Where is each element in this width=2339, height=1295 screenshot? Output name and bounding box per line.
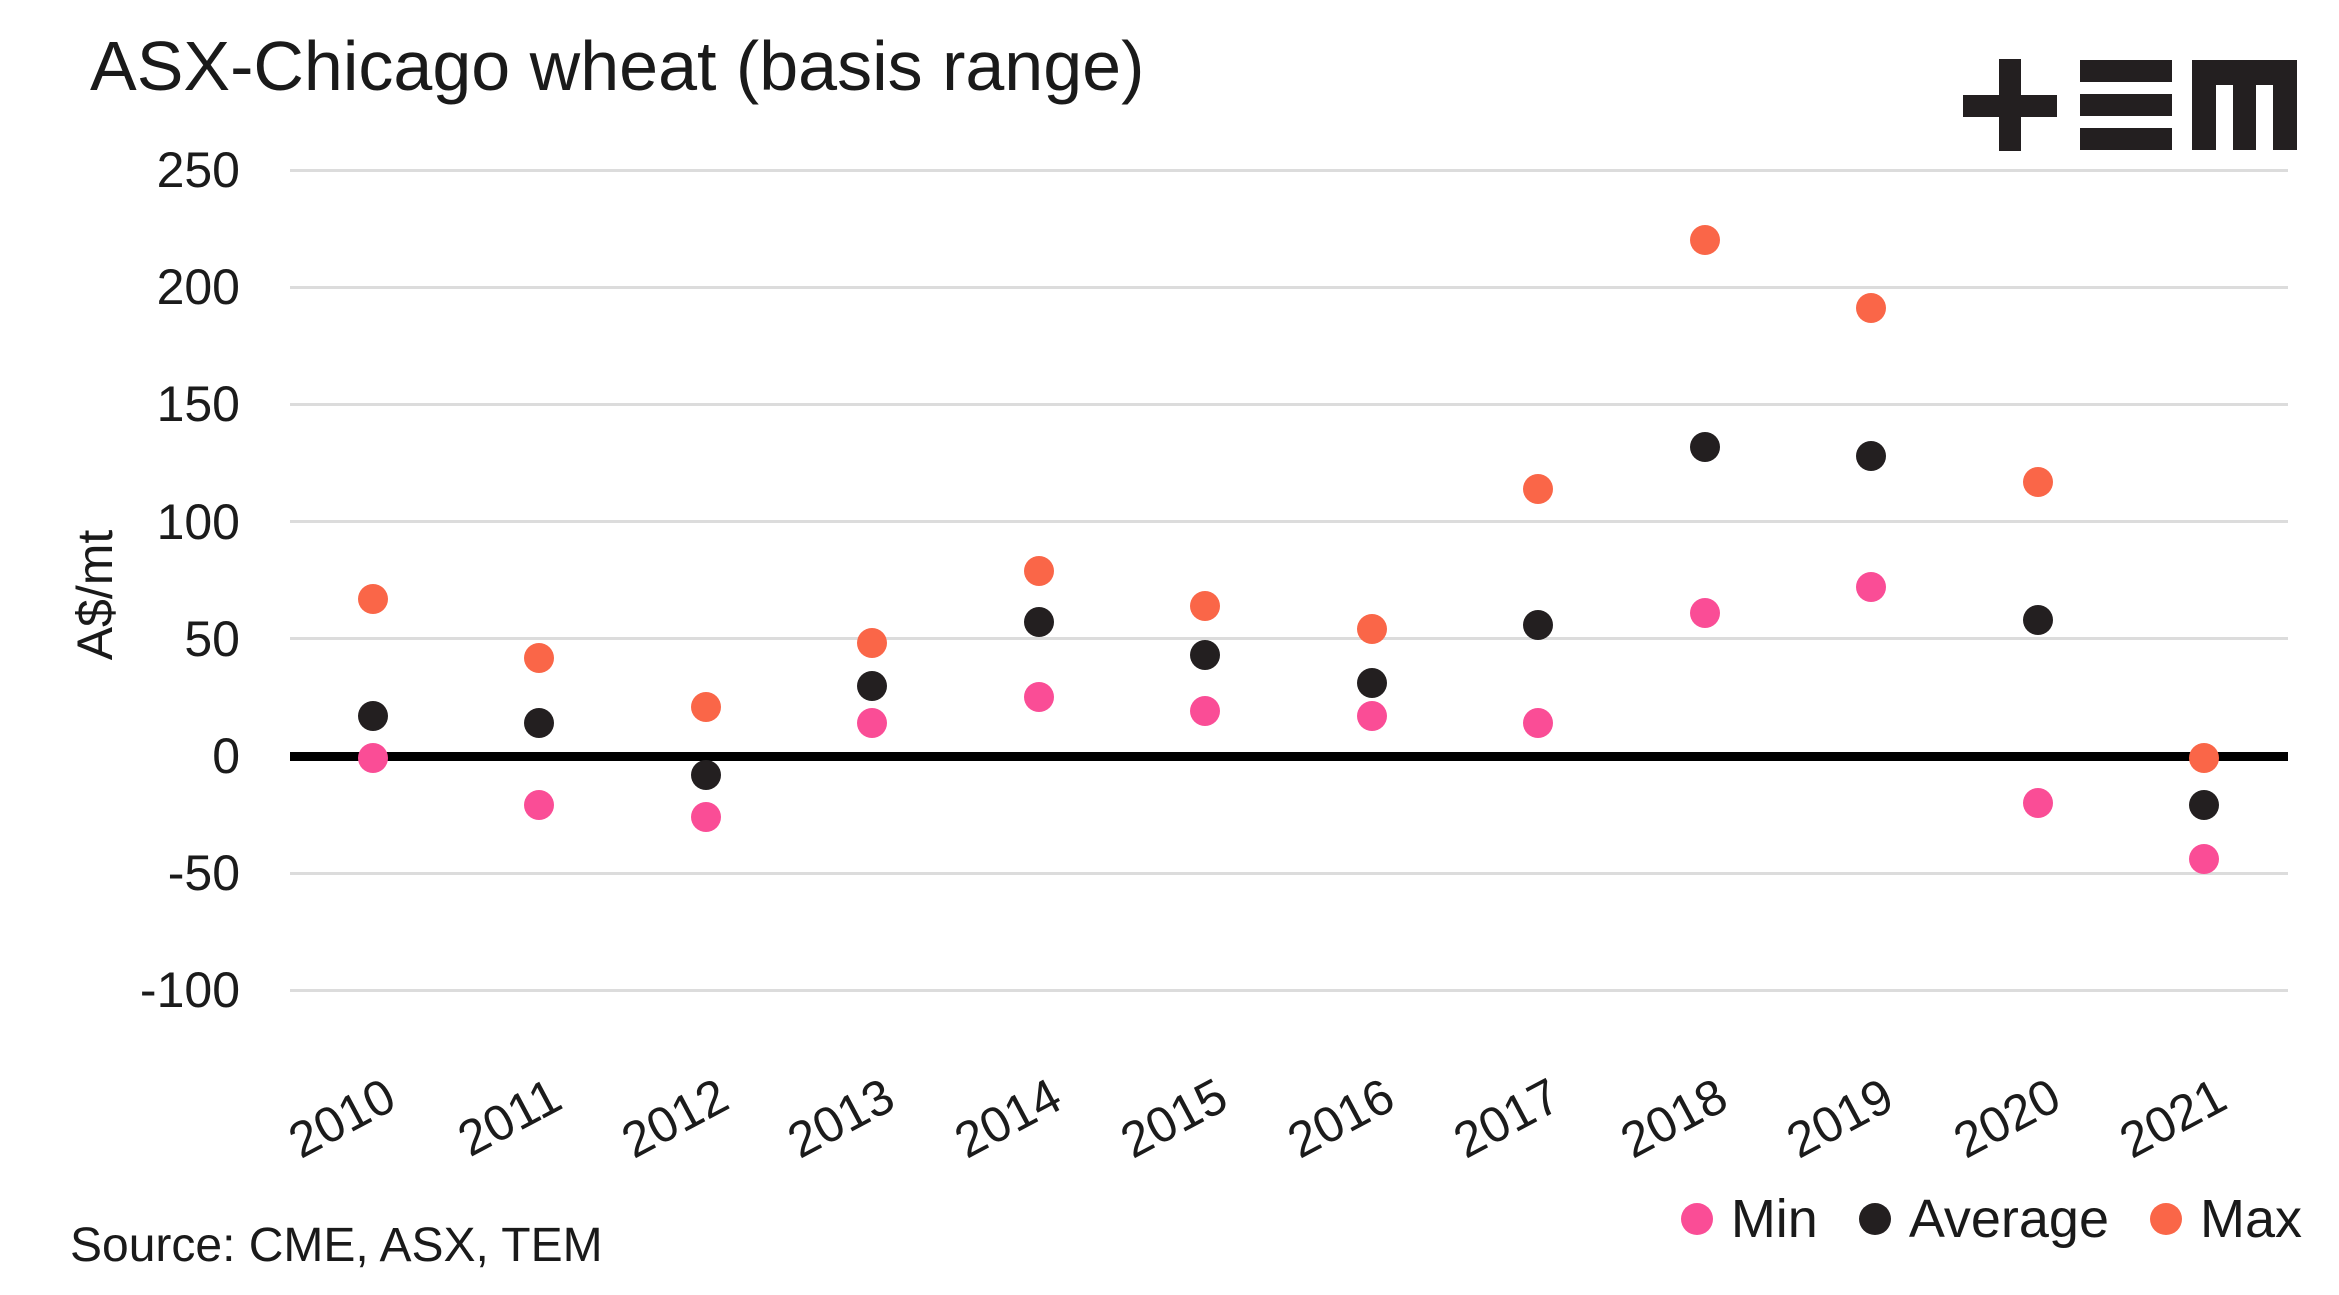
dot-min-2014 xyxy=(1023,682,1054,713)
y-tick-label-200: 200 xyxy=(156,259,240,316)
legend-label-average: Average xyxy=(1908,1189,2109,1249)
dot-max-2015 xyxy=(1190,590,1221,621)
dot-min-2019 xyxy=(1856,572,1887,603)
dot-average-2015 xyxy=(1190,640,1221,671)
zero-line xyxy=(290,751,2288,761)
dot-average-2011 xyxy=(524,708,555,739)
legend-dot-average xyxy=(1858,1203,1891,1235)
dot-min-2016 xyxy=(1356,701,1387,732)
dot-max-2013 xyxy=(857,628,888,659)
x-tick-label-2017: 2017 xyxy=(1444,1067,1570,1169)
dot-min-2015 xyxy=(1190,696,1221,727)
x-tick-label-2019: 2019 xyxy=(1777,1067,1903,1169)
gridline-100 xyxy=(290,520,2288,524)
dot-average-2018 xyxy=(1689,431,1720,462)
dot-min-2013 xyxy=(857,708,888,739)
y-tick-label--100: -100 xyxy=(139,962,240,1019)
gridline--100 xyxy=(290,988,2288,992)
x-tick-label-2013: 2013 xyxy=(778,1067,904,1169)
dot-average-2010 xyxy=(358,701,388,732)
y-tick-label-100: 100 xyxy=(156,493,240,550)
chart-title: ASX-Chicago wheat (basis range) xyxy=(90,27,1145,105)
gridline-250 xyxy=(290,168,2288,172)
dot-max-2010 xyxy=(358,583,388,614)
legend-dot-min xyxy=(1680,1203,1713,1235)
y-tick-label-0: 0 xyxy=(212,728,240,784)
dot-average-2016 xyxy=(1356,668,1387,699)
dot-max-2011 xyxy=(524,642,555,673)
dot-max-2019 xyxy=(1856,293,1887,324)
dot-average-2014 xyxy=(1023,607,1054,638)
x-tick-label-2011: 2011 xyxy=(449,1067,571,1168)
logo-bar-top xyxy=(2080,60,2172,82)
dot-min-2021 xyxy=(2188,844,2219,875)
legend-item-average: Average xyxy=(1858,1188,2109,1250)
dot-max-2018 xyxy=(1689,225,1720,256)
y-tick-label-50: 50 xyxy=(184,610,240,667)
dot-average-2017 xyxy=(1523,609,1554,640)
legend-item-min: Min xyxy=(1680,1188,1818,1250)
dot-average-2013 xyxy=(857,670,888,701)
legend: Min Average Max xyxy=(1680,1186,2302,1252)
gridline-200 xyxy=(290,285,2288,289)
logo-m-glyph xyxy=(2192,60,2297,150)
gridline-50 xyxy=(290,637,2288,641)
x-tick-label-2014: 2014 xyxy=(945,1067,1070,1169)
dot-average-2020 xyxy=(2022,605,2053,636)
legend-item-max: Max xyxy=(2149,1188,2302,1250)
dot-average-2021 xyxy=(2188,790,2219,821)
gridline--50 xyxy=(290,871,2288,875)
tem-logo xyxy=(1963,59,2297,151)
x-tick-label-2021: 2021 xyxy=(2110,1067,2236,1169)
x-tick-label-2012: 2012 xyxy=(612,1067,738,1169)
source-note: Source: CME, ASX, TEM xyxy=(70,1219,603,1272)
x-tick-label-2020: 2020 xyxy=(1944,1067,2069,1169)
x-tick-label-2010: 2010 xyxy=(279,1067,405,1169)
dot-min-2012 xyxy=(690,801,721,832)
dot-max-2014 xyxy=(1023,555,1054,586)
legend-label-max: Max xyxy=(2199,1189,2302,1249)
logo-plus-vertical xyxy=(1999,59,2021,151)
gridline-150 xyxy=(290,402,2288,406)
dot-max-2020 xyxy=(2022,466,2053,497)
dot-min-2017 xyxy=(1523,708,1554,739)
y-tick-label--50: -50 xyxy=(167,845,240,902)
logo-bar-bottom xyxy=(2080,128,2172,150)
x-tick-label-2018: 2018 xyxy=(1611,1067,1736,1169)
dot-average-2012 xyxy=(690,759,721,790)
x-tick-label-2015: 2015 xyxy=(1111,1067,1237,1169)
logo-bar-middle xyxy=(2080,94,2172,116)
dot-max-2021 xyxy=(2188,743,2219,774)
legend-dot-max xyxy=(2149,1203,2182,1235)
y-tick-label-250: 250 xyxy=(156,142,240,198)
dot-min-2018 xyxy=(1689,598,1720,629)
dot-max-2012 xyxy=(690,691,721,722)
dot-average-2019 xyxy=(1856,440,1887,471)
dot-max-2016 xyxy=(1356,614,1387,645)
dot-max-2017 xyxy=(1523,473,1554,504)
x-tick-label-2016: 2016 xyxy=(1278,1067,1403,1169)
dot-min-2010 xyxy=(358,743,388,774)
legend-label-min: Min xyxy=(1730,1189,1818,1249)
dot-min-2020 xyxy=(2022,787,2053,818)
dot-min-2011 xyxy=(524,790,555,821)
y-tick-label-150: 150 xyxy=(156,376,240,433)
